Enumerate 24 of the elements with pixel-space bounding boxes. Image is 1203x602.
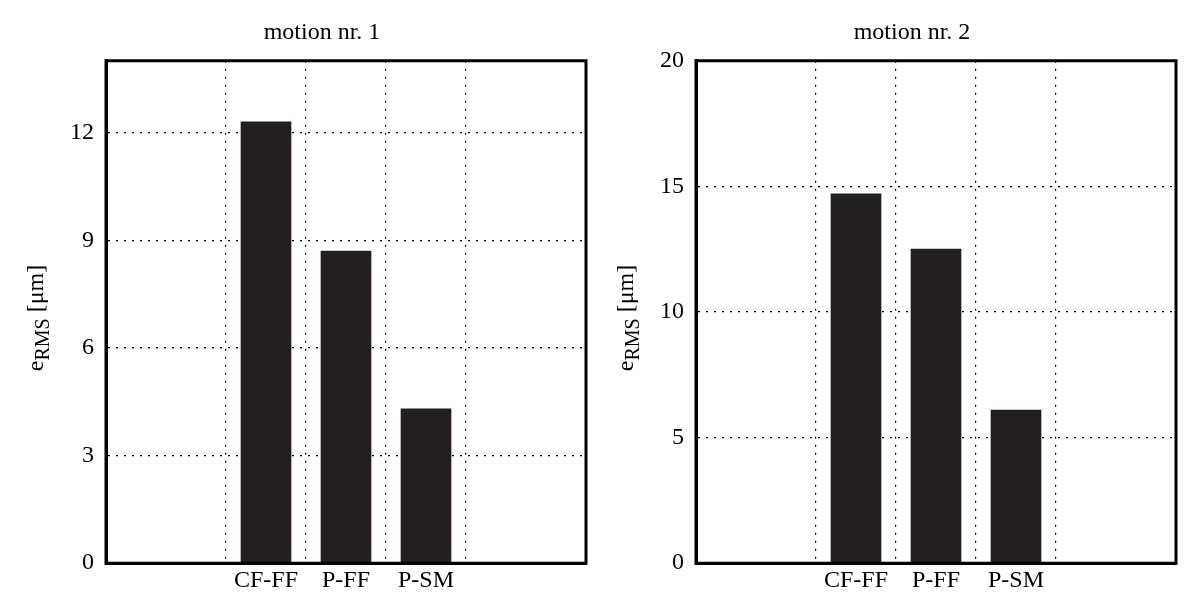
y-tick-label: 12: [70, 117, 94, 144]
x-tick-label: P-SM: [397, 565, 455, 592]
y-tick-label: 20: [660, 46, 684, 73]
x-tick-label: P-SM: [987, 565, 1045, 592]
y-tick-label: 0: [672, 548, 684, 575]
bar: [910, 248, 962, 563]
y-tick-label: 15: [660, 171, 684, 198]
bar: [830, 193, 882, 563]
bar: [320, 250, 372, 563]
y-tick-label: 3: [82, 440, 94, 467]
y-tick-label: 5: [672, 422, 684, 449]
y-tick-label: 10: [660, 297, 684, 324]
chart-title: motion nr. 1: [263, 17, 381, 44]
x-tick-label: CF-FF: [823, 565, 889, 592]
x-tick-label: P-FF: [911, 565, 961, 592]
bar: [400, 408, 452, 563]
chart-title: motion nr. 2: [853, 17, 971, 44]
bar: [240, 121, 292, 563]
bar: [990, 409, 1042, 563]
x-tick-label: P-FF: [321, 565, 371, 592]
x-tick-label: CF-FF: [233, 565, 299, 592]
y-tick-label: 6: [82, 333, 94, 360]
y-tick-label: 0: [82, 548, 94, 575]
y-tick-label: 9: [82, 225, 94, 252]
